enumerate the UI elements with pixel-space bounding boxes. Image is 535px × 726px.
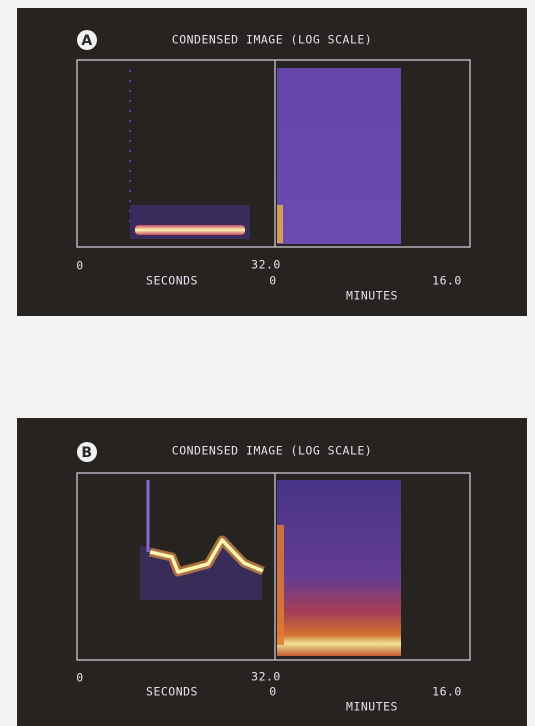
- axis-end: 32.0: [251, 258, 281, 272]
- panel: B CONDENSED IMAGE (LOG SCALE) 0 32.0 SEC…: [17, 418, 527, 726]
- axis-start: 0: [76, 259, 83, 273]
- panel-background: [17, 418, 527, 726]
- axis-start: 0: [269, 685, 276, 699]
- panel-title: CONDENSED IMAGE (LOG SCALE): [172, 444, 372, 458]
- panel-label: A: [81, 33, 92, 49]
- image-region: [277, 68, 401, 244]
- image-trace: [135, 225, 245, 235]
- panel-title: CONDENSED IMAGE (LOG SCALE): [172, 33, 372, 47]
- image-spike: [277, 205, 283, 243]
- image-region: [277, 480, 401, 656]
- panel-badge: [77, 442, 97, 462]
- axis-end: 16.0: [432, 274, 462, 288]
- axis-unit: SECONDS: [146, 685, 198, 699]
- plot-frame: [76, 472, 471, 661]
- image-spike: [277, 525, 284, 645]
- axis-start: 0: [76, 671, 83, 685]
- panel-background: [17, 8, 527, 316]
- axis-end: 16.0: [432, 685, 462, 699]
- panel: A CONDENSED IMAGE (LOG SCALE) 0 32.0 SEC…: [17, 8, 527, 316]
- axis-unit: MINUTES: [346, 289, 398, 303]
- image-trace: [149, 538, 264, 574]
- plot-frame: [76, 59, 471, 248]
- axis-unit: MINUTES: [346, 700, 398, 714]
- panel-badge: [77, 30, 97, 50]
- axis-start: 0: [269, 274, 276, 288]
- axis-unit: SECONDS: [146, 274, 198, 288]
- axis-end: 32.0: [251, 670, 281, 684]
- panel-label: B: [81, 445, 92, 461]
